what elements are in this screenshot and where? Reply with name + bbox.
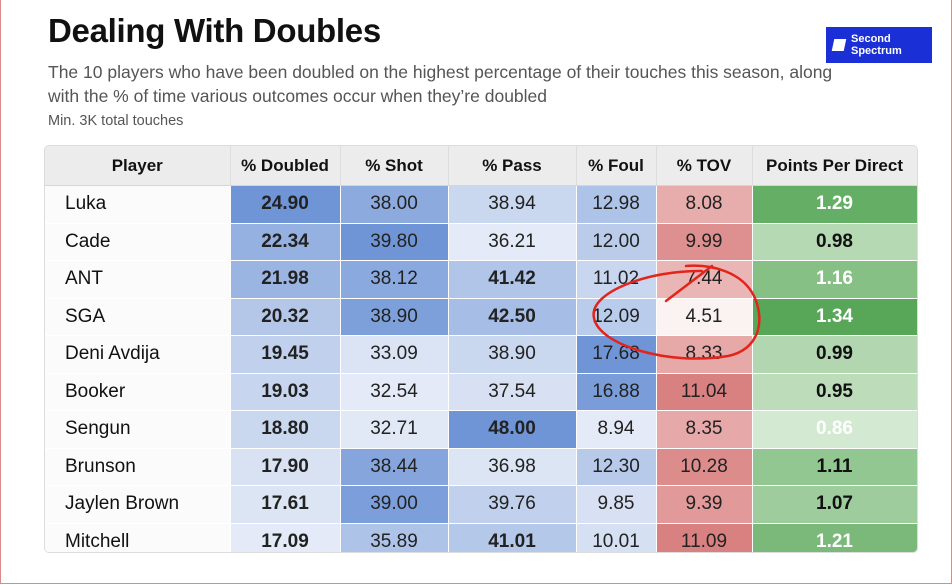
cell-pct-shot: 38.44 bbox=[340, 448, 449, 486]
cell-pct-tov: 10.28 bbox=[656, 448, 753, 486]
table-row: Deni Avdija 19.45 33.09 38.90 17.68 8.33 0.99 bbox=[45, 335, 917, 374]
table-row: Luka 24.90 38.00 38.94 12.98 8.08 1.29 bbox=[45, 185, 917, 224]
cell-points-per-direct: 1.16 bbox=[752, 260, 917, 299]
cell-pct-doubled: 19.45 bbox=[230, 335, 341, 374]
cell-pct-pass: 41.42 bbox=[448, 260, 577, 299]
column-header-pct-tov: % TOV bbox=[656, 146, 753, 186]
cell-pct-doubled: 20.32 bbox=[230, 298, 341, 336]
second-spectrum-logo: Second Spectrum bbox=[826, 27, 932, 63]
cell-pct-tov: 11.09 bbox=[656, 523, 753, 552]
chart-subtitle: The 10 players who have been doubled on … bbox=[48, 62, 833, 106]
cell-pct-pass: 41.01 bbox=[448, 523, 577, 552]
cell-pct-tov: 11.04 bbox=[656, 373, 753, 411]
cell-pct-foul: 10.01 bbox=[576, 523, 657, 552]
cell-pct-tov: 4.51 bbox=[656, 298, 753, 336]
player-name-cell: Booker bbox=[45, 373, 231, 411]
cell-pct-foul: 17.68 bbox=[576, 335, 657, 374]
table-row: ANT 21.98 38.12 41.42 11.02 7.44 1.16 bbox=[45, 260, 917, 299]
player-name-cell: Jaylen Brown bbox=[45, 485, 231, 524]
logo-text: Second Spectrum bbox=[851, 33, 902, 57]
player-name-cell: SGA bbox=[45, 298, 231, 336]
cell-pct-foul: 11.02 bbox=[576, 260, 657, 299]
table-row: Sengun 18.80 32.71 48.00 8.94 8.35 0.86 bbox=[45, 410, 917, 449]
cell-pct-shot: 39.00 bbox=[340, 485, 449, 524]
cell-pct-doubled: 24.90 bbox=[230, 185, 341, 224]
player-name-cell: ANT bbox=[45, 260, 231, 299]
chart-note: Min. 3K total touches bbox=[48, 113, 184, 129]
cell-pct-doubled: 19.03 bbox=[230, 373, 341, 411]
cell-pct-shot: 38.00 bbox=[340, 185, 449, 224]
logo-mark-icon bbox=[831, 39, 847, 51]
cell-pct-shot: 35.89 bbox=[340, 523, 449, 552]
cell-pct-foul: 9.85 bbox=[576, 485, 657, 524]
column-header-pct-pass: % Pass bbox=[448, 146, 577, 186]
cell-pct-foul: 16.88 bbox=[576, 373, 657, 411]
cell-pct-shot: 39.80 bbox=[340, 223, 449, 261]
cell-pct-pass: 48.00 bbox=[448, 410, 577, 449]
cell-pct-tov: 8.33 bbox=[656, 335, 753, 374]
cell-pct-doubled: 18.80 bbox=[230, 410, 341, 449]
table-row: Jaylen Brown 17.61 39.00 39.76 9.85 9.39 1.07 bbox=[45, 485, 917, 524]
table-row: Booker 19.03 32.54 37.54 16.88 11.04 0.95 bbox=[45, 373, 917, 411]
cell-pct-shot: 38.90 bbox=[340, 298, 449, 336]
cell-pct-doubled: 21.98 bbox=[230, 260, 341, 299]
player-name-cell: Luka bbox=[45, 185, 231, 224]
cell-pct-foul: 12.98 bbox=[576, 185, 657, 224]
cell-points-per-direct: 1.07 bbox=[752, 485, 917, 524]
cell-pct-doubled: 22.34 bbox=[230, 223, 341, 261]
table-header-row: Player% Doubled% Shot% Pass% Foul% TOV Po… bbox=[45, 146, 917, 186]
player-name-cell: Cade bbox=[45, 223, 231, 261]
player-name-cell: Brunson bbox=[45, 448, 231, 486]
table-row: Mitchell 17.09 35.89 41.01 10.01 11.09 1.21 bbox=[45, 523, 917, 552]
cell-pct-tov: 9.39 bbox=[656, 485, 753, 524]
cell-pct-foul: 12.00 bbox=[576, 223, 657, 261]
cell-pct-shot: 32.71 bbox=[340, 410, 449, 449]
column-header-points-per-direct: Points Per Direct bbox=[752, 146, 917, 186]
cell-points-per-direct: 1.11 bbox=[752, 448, 917, 486]
stats-table: Player% Doubled% Shot% Pass% Foul% TOV Po… bbox=[45, 146, 917, 552]
cell-pct-foul: 12.30 bbox=[576, 448, 657, 486]
cell-pct-tov: 9.99 bbox=[656, 223, 753, 261]
cell-points-per-direct: 1.29 bbox=[752, 185, 917, 224]
cell-pct-doubled: 17.90 bbox=[230, 448, 341, 486]
table-row: Brunson 17.90 38.44 36.98 12.30 10.28 1.11 bbox=[45, 448, 917, 486]
player-name-cell: Mitchell bbox=[45, 523, 231, 552]
cell-pct-pass: 36.21 bbox=[448, 223, 577, 261]
cell-pct-foul: 8.94 bbox=[576, 410, 657, 449]
player-name-cell: Sengun bbox=[45, 410, 231, 449]
stats-table-container: Player% Doubled% Shot% Pass% Foul% TOV Po… bbox=[44, 145, 918, 553]
table-body: Luka 24.90 38.00 38.94 12.98 8.08 1.29 Cade 22.3… bbox=[45, 185, 917, 552]
cell-pct-pass: 38.90 bbox=[448, 335, 577, 374]
cell-pct-pass: 42.50 bbox=[448, 298, 577, 336]
cell-pct-pass: 37.54 bbox=[448, 373, 577, 411]
cell-points-per-direct: 1.21 bbox=[752, 523, 917, 552]
column-header-player: Player bbox=[45, 146, 231, 186]
column-header-pct-doubled: % Doubled bbox=[230, 146, 341, 186]
cell-pct-pass: 39.76 bbox=[448, 485, 577, 524]
column-header-pct-shot: % Shot bbox=[340, 146, 449, 186]
cell-pct-pass: 36.98 bbox=[448, 448, 577, 486]
cell-points-per-direct: 1.34 bbox=[752, 298, 917, 336]
column-header-pct-foul: % Foul bbox=[576, 146, 657, 186]
cell-pct-shot: 38.12 bbox=[340, 260, 449, 299]
cell-pct-shot: 33.09 bbox=[340, 335, 449, 374]
cell-pct-tov: 8.08 bbox=[656, 185, 753, 224]
cell-pct-shot: 32.54 bbox=[340, 373, 449, 411]
cell-pct-tov: 7.44 bbox=[656, 260, 753, 299]
table-row: SGA 20.32 38.90 42.50 12.09 4.51 1.34 bbox=[45, 298, 917, 336]
cell-pct-doubled: 17.61 bbox=[230, 485, 341, 524]
cell-pct-pass: 38.94 bbox=[448, 185, 577, 224]
cell-points-per-direct: 0.95 bbox=[752, 373, 917, 411]
cell-points-per-direct: 0.99 bbox=[752, 335, 917, 374]
cell-points-per-direct: 0.86 bbox=[752, 410, 917, 449]
cell-pct-doubled: 17.09 bbox=[230, 523, 341, 552]
player-name-cell: Deni Avdija bbox=[45, 335, 231, 374]
cell-points-per-direct: 0.98 bbox=[752, 223, 917, 261]
table-row: Cade 22.34 39.80 36.21 12.00 9.99 0.98 bbox=[45, 223, 917, 261]
cell-pct-tov: 8.35 bbox=[656, 410, 753, 449]
cell-pct-foul: 12.09 bbox=[576, 298, 657, 336]
chart-title: Dealing With Doubles bbox=[48, 12, 381, 49]
